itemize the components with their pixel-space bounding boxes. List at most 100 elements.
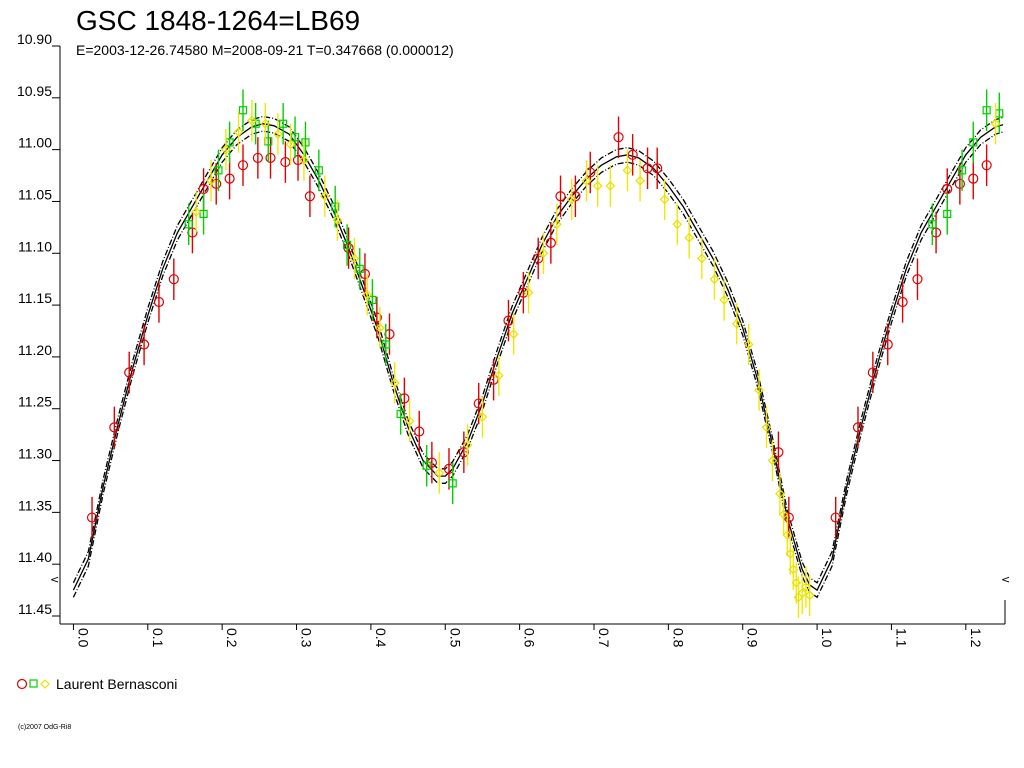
data-point-red: [652, 163, 663, 174]
data-point-red: [533, 253, 544, 264]
data-point-green: [448, 479, 457, 488]
data-point-green: [238, 106, 248, 115]
chart-title: GSC 1848-1264=LB69: [76, 5, 360, 36]
data-point-red: [458, 447, 469, 458]
data-point-yellow: [374, 323, 385, 333]
x-tick-label: 0.6: [522, 628, 538, 648]
data-point-red: [292, 154, 304, 166]
data-point-green: [381, 340, 390, 349]
y-tick-label: 11.25: [18, 394, 52, 410]
y-tick-label: 11.00: [18, 135, 52, 151]
model-curve-solid: [72, 123, 1004, 592]
data-point-green: [184, 220, 193, 229]
data-point-green: [368, 295, 377, 305]
data-point-red: [86, 512, 98, 523]
data-point-yellow: [508, 329, 519, 339]
y-tick-label: 10.90: [17, 31, 52, 47]
data-point-yellow: [221, 144, 231, 155]
data-point-red: [168, 274, 179, 285]
data-point-red: [613, 132, 624, 143]
model-curve-upper: [72, 130, 1004, 599]
data-point-yellow: [775, 488, 785, 499]
data-point-yellow: [797, 588, 808, 599]
data-point-yellow: [761, 422, 772, 433]
data-point-yellow: [523, 287, 534, 298]
data-point-yellow: [389, 377, 400, 388]
data-point-yellow: [659, 194, 670, 205]
data-point-yellow: [672, 219, 683, 230]
data-point-red: [912, 274, 923, 285]
x-tick-label: 1.0: [819, 628, 835, 648]
data-point-red: [265, 152, 276, 164]
copyright-text: (c)2007 OdG-Ri8: [18, 724, 71, 731]
data-point-green: [343, 240, 352, 250]
y-tick-label: 11.35: [18, 497, 52, 513]
x-tick-label: 0.0: [75, 628, 91, 648]
data-point-yellow: [206, 175, 216, 186]
data-point-red: [224, 173, 235, 184]
data-point-red: [830, 512, 841, 523]
data-point-yellow: [538, 248, 549, 259]
data-point-yellow: [684, 232, 695, 243]
data-point-red: [473, 398, 484, 409]
data-point-red: [981, 160, 992, 171]
data-point-yellow: [285, 139, 296, 150]
y-ticks: 10.90 10.95 11.00 11.05 11.10 11.15 11.20 11.25…: [17, 31, 60, 617]
data-point-green: [199, 209, 208, 218]
data-point-yellow: [605, 181, 616, 191]
data-point-yellow: [622, 165, 633, 176]
y-tick-label: 11.20: [18, 342, 52, 358]
data-point-red: [399, 393, 410, 404]
data-point-red: [488, 374, 499, 385]
data-point-red: [414, 426, 425, 437]
data-point-yellow: [299, 155, 309, 165]
data-point-red: [518, 287, 529, 298]
data-point-red: [545, 237, 556, 249]
data-point-green: [396, 409, 405, 419]
data-point-yellow: [581, 175, 592, 186]
data-point-green: [928, 220, 937, 229]
data-point-yellow: [260, 118, 271, 129]
data-point-green: [957, 166, 967, 175]
data-point-red: [503, 315, 514, 326]
data-point-green: [943, 209, 952, 218]
data-point-yellow: [778, 509, 789, 520]
data-point-red: [585, 167, 596, 178]
x-tick-label: 0.1: [150, 628, 166, 648]
data-point-yellow: [801, 582, 811, 592]
data-point-green: [279, 119, 288, 128]
y-tick-label: 11.40: [18, 549, 52, 565]
y-tick-label: 11.05: [18, 186, 52, 202]
data-point-green: [331, 202, 340, 211]
legend-green-square-icon: [29, 679, 38, 688]
data-point-red: [954, 178, 965, 189]
legend-yellow-diamond-icon: [40, 679, 50, 689]
data-point-red: [443, 463, 455, 474]
y-tick-label: 11.15: [18, 290, 52, 306]
data-point-yellow: [743, 339, 754, 350]
minimum-marker-right: <: [1001, 573, 1010, 586]
data-point-green: [969, 138, 978, 147]
x-tick-label: 0.3: [299, 628, 315, 648]
data-point-yellow: [434, 468, 445, 478]
data-point-red: [280, 156, 291, 168]
x-ticks: 0.0 0.1 0.2 0.3 0.4 0.5 0.6 0.7 0.8 0.9 1.0 1.1 1.2: [72, 624, 984, 648]
y-tick-label: 10.95: [17, 83, 52, 99]
data-point-red: [773, 447, 784, 458]
data-point-yellow: [566, 194, 577, 205]
data-point-red: [237, 160, 249, 171]
data-point-yellow: [592, 181, 603, 191]
data-point-red: [627, 149, 638, 160]
data-point-yellow: [247, 115, 257, 126]
data-point-red: [642, 163, 653, 174]
plot-frame: [59, 46, 1006, 625]
data-point-red: [852, 422, 864, 433]
legend-label: Laurent Bernasconi: [56, 676, 177, 692]
y-tick-label: 11.45: [18, 601, 52, 617]
data-point-yellow: [319, 191, 330, 202]
x-tick-label: 0.5: [447, 628, 463, 648]
data-point-green: [982, 106, 991, 115]
data-point-red: [109, 422, 120, 433]
y-tick-label: 11.10: [18, 238, 52, 254]
